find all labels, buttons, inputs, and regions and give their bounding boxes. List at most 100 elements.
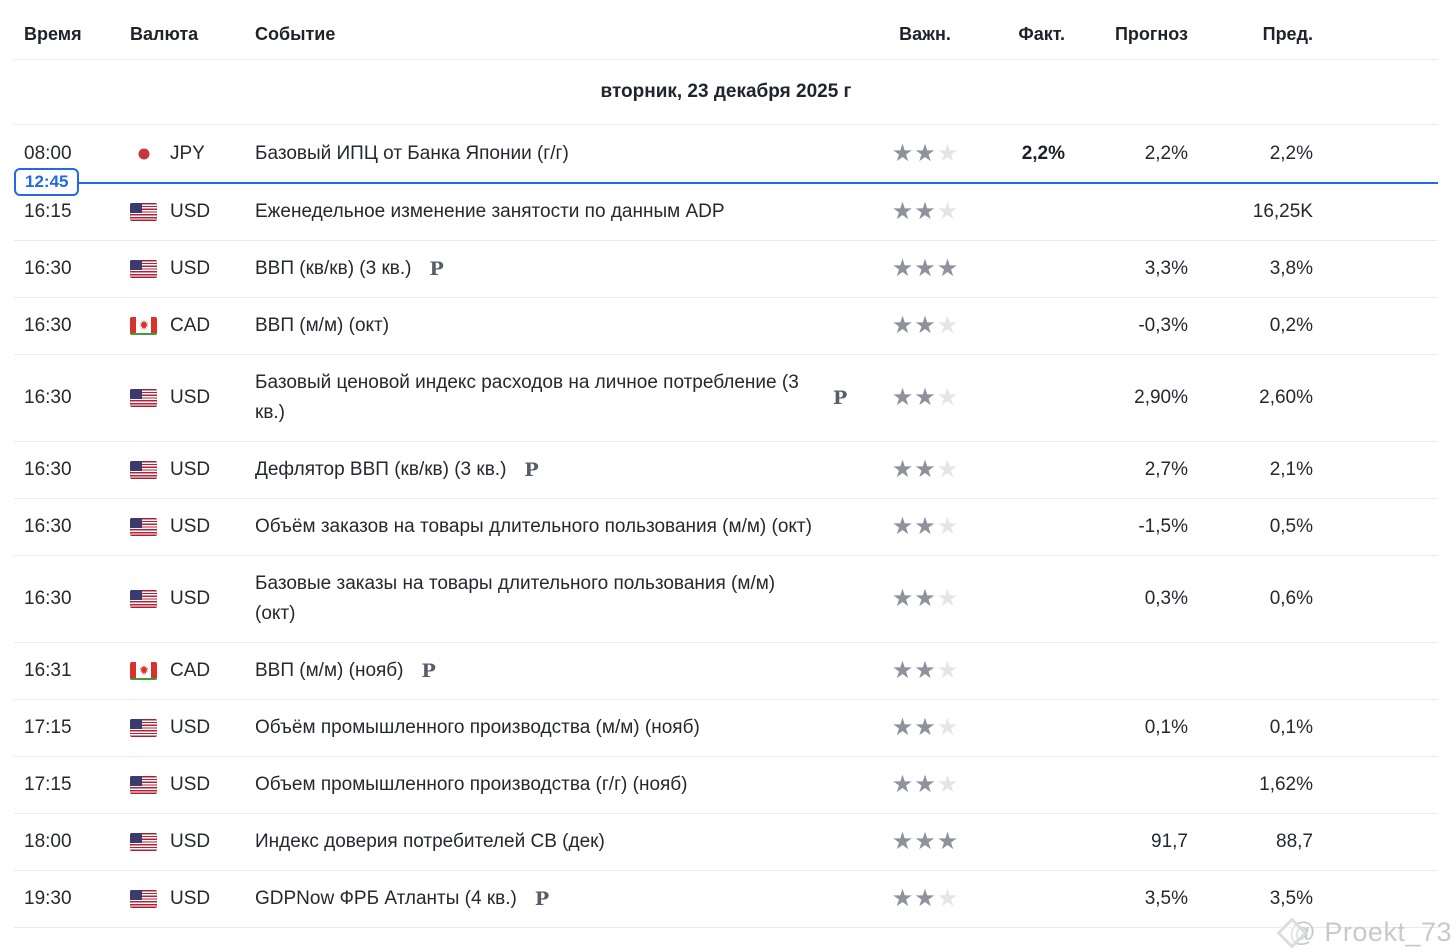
star-filled-icon: ★ <box>891 885 914 912</box>
ca-flag-icon <box>130 317 157 335</box>
importance-stars: ★ ★ ★ <box>875 587 975 611</box>
table-row[interactable]: 08:00 JPY Базовый ИПЦ от Банка Японии (г… <box>14 125 1438 182</box>
previous-value: 16,25K <box>1252 201 1313 222</box>
table-row[interactable]: 16:30 CAD ВВП (м/м) (окт) ★ ★ ★ -0,3% 0,2% <box>14 298 1438 355</box>
star-empty-icon: ★ <box>936 714 959 741</box>
event-cell: Базовый ИПЦ от Банка Японии (г/г) <box>255 139 875 169</box>
table-row[interactable]: 16:30 USD Дефлятор ВВП (кв/кв) (3 кв.) P… <box>14 442 1438 499</box>
event-cell: Индекс доверия потребителей CB (дек) <box>255 827 875 857</box>
event-cell: Базовый ценовой индекс расходов на лично… <box>255 368 875 428</box>
star-filled-icon: ★ <box>914 771 936 798</box>
jp-flag-icon <box>130 145 157 163</box>
event-title: GDPNow ФРБ Атланты (4 кв.) <box>255 888 517 909</box>
event-time: 16:31 <box>24 660 72 681</box>
table-row[interactable]: 16:30 USD Базовый ценовой индекс расходо… <box>14 355 1438 442</box>
importance-stars: ★ ★ ★ <box>875 716 975 740</box>
previous-value: 2,60% <box>1259 387 1313 408</box>
currency-code: USD <box>170 588 211 609</box>
currency-code: JPY <box>170 142 205 164</box>
table-row[interactable]: 16:31 CAD ВВП (м/м) (нояб) P ★ ★ ★ <box>14 643 1438 700</box>
previous-value: 0,5% <box>1269 516 1313 537</box>
event-cell: Дефлятор ВВП (кв/кв) (3 кв.) P <box>255 455 875 485</box>
event-title: ВВП (м/м) (нояб) <box>255 660 404 681</box>
star-empty-icon: ★ <box>936 139 959 167</box>
table-row[interactable]: 16:30 USD ВВП (кв/кв) (3 кв.) P ★ ★ ★ 3,3%… <box>14 241 1438 298</box>
current-time-badge: 12:45 <box>14 168 80 196</box>
column-header-actual: Факт. <box>1018 24 1065 44</box>
event-cell: Объём заказов на товары длительного поль… <box>255 512 875 542</box>
currency-cell: JPY <box>130 143 255 165</box>
currency-cell: USD <box>130 258 255 280</box>
star-filled-icon: ★ <box>891 513 914 540</box>
currency-code: CAD <box>170 660 211 681</box>
star-filled-icon: ★ <box>936 828 959 855</box>
us-flag-icon <box>130 776 157 794</box>
economic-calendar: Время Валюта Событие Важн. Факт. Прогноз… <box>14 0 1438 928</box>
table-row[interactable]: 16:30 USD Базовые заказы на товары длите… <box>14 556 1438 643</box>
date-separator-row: вторник, 23 декабря 2025 г <box>14 60 1438 125</box>
table-row[interactable]: 19:30 USD GDPNow ФРБ Атланты (4 кв.) P ★… <box>14 871 1438 928</box>
importance-stars: ★ ★ ★ <box>875 887 975 911</box>
current-time-line: 12:45 <box>14 168 1438 196</box>
actual-value: 2,2% <box>1021 142 1065 164</box>
previous-value: 3,8% <box>1269 258 1313 279</box>
column-header-previous: Пред. <box>1262 24 1313 44</box>
currency-code: USD <box>170 459 211 480</box>
maple-leaf-icon <box>139 664 148 675</box>
column-header-forecast: Прогноз <box>1114 24 1188 44</box>
importance-stars: ★ ★ ★ <box>875 314 975 338</box>
star-filled-icon: ★ <box>914 657 936 684</box>
forecast-value: 3,5% <box>1144 888 1188 909</box>
event-title: ВВП (кв/кв) (3 кв.) <box>255 258 412 279</box>
star-filled-icon: ★ <box>914 585 936 612</box>
event-title: Объём заказов на товары длительного поль… <box>255 516 812 537</box>
column-header-currency: Валюта <box>130 24 199 44</box>
previous-value: 0,1% <box>1269 717 1313 738</box>
star-empty-icon: ★ <box>936 657 959 684</box>
preliminary-icon: P <box>833 387 848 409</box>
forecast-value: 91,7 <box>1151 831 1188 852</box>
forecast-value: 3,3% <box>1144 258 1188 279</box>
star-filled-icon: ★ <box>891 714 914 741</box>
event-title: Дефлятор ВВП (кв/кв) (3 кв.) <box>255 459 507 480</box>
table-row[interactable]: 17:15 USD Объем промышленного производст… <box>14 757 1438 814</box>
calendar-rows: 08:00 JPY Базовый ИПЦ от Банка Японии (г… <box>14 125 1438 928</box>
event-title: Индекс доверия потребителей CB (дек) <box>255 831 605 852</box>
forecast-value: -1,5% <box>1138 516 1188 537</box>
star-filled-icon: ★ <box>891 585 914 612</box>
forecast-value: 2,90% <box>1134 387 1188 408</box>
currency-cell: CAD <box>130 315 255 337</box>
forecast-value: 2,2% <box>1144 142 1188 164</box>
star-filled-icon: ★ <box>891 828 914 855</box>
event-time: 16:30 <box>24 459 72 480</box>
preliminary-icon: P <box>534 888 550 910</box>
date-header: вторник, 23 декабря 2025 г <box>600 81 852 102</box>
currency-code: USD <box>170 774 211 795</box>
ca-flag-icon <box>130 662 157 680</box>
currency-cell: USD <box>130 387 255 409</box>
previous-value: 0,6% <box>1269 588 1313 609</box>
importance-stars: ★ ★ ★ <box>875 515 975 539</box>
table-row[interactable]: 17:15 USD Объём промышленного производст… <box>14 700 1438 757</box>
event-cell: Объем промышленного производства (г/г) (… <box>255 770 875 800</box>
table-row[interactable]: 16:15 USD Еженедельное изменение занятос… <box>14 184 1438 241</box>
table-row[interactable]: 18:00 USD Индекс доверия потребителей CB… <box>14 814 1438 871</box>
star-filled-icon: ★ <box>936 255 959 282</box>
star-empty-icon: ★ <box>936 885 959 912</box>
event-cell: Еженедельное изменение занятости по данн… <box>255 197 875 227</box>
star-filled-icon: ★ <box>891 198 914 225</box>
preliminary-icon: P <box>524 459 539 481</box>
star-filled-icon: ★ <box>914 139 936 167</box>
star-filled-icon: ★ <box>914 714 936 741</box>
previous-value: 2,2% <box>1269 142 1313 164</box>
currency-cell: USD <box>130 201 255 223</box>
importance-stars: ★ ★ ★ <box>875 139 975 167</box>
us-flag-icon <box>130 260 157 278</box>
event-cell: GDPNow ФРБ Атланты (4 кв.) P <box>255 884 875 914</box>
event-time: 16:30 <box>24 588 72 609</box>
star-empty-icon: ★ <box>936 384 959 411</box>
us-flag-icon <box>130 590 157 608</box>
event-cell: ВВП (м/м) (нояб) P <box>255 656 875 686</box>
table-row[interactable]: 16:30 USD Объём заказов на товары длител… <box>14 499 1438 556</box>
currency-cell: CAD <box>130 660 255 682</box>
